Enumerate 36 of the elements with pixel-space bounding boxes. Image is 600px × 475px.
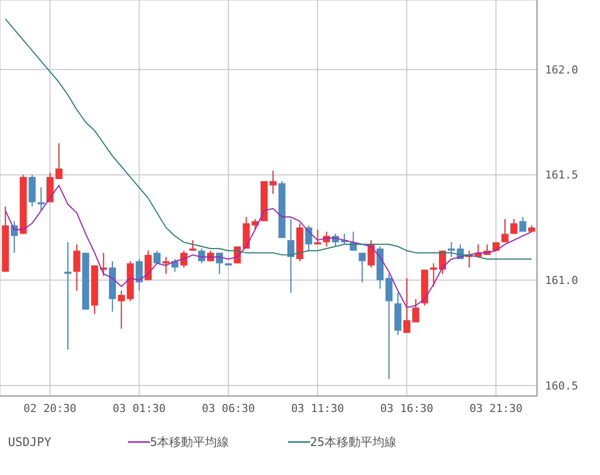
candlestick (38, 186, 45, 212)
candlestick (510, 218, 518, 234)
candlestick (501, 218, 508, 243)
y-tick-label: 161.0 (545, 274, 578, 288)
legend-label: 25本移動平均線 (310, 434, 396, 450)
candlestick (358, 252, 366, 283)
candlestick (314, 228, 322, 245)
candlestick (171, 258, 178, 272)
candlestick (154, 250, 161, 264)
y-tick-label: 160.5 (545, 379, 578, 392)
x-tick-label: 03 16:30 (380, 402, 434, 415)
candlestick (270, 170, 276, 194)
candlestick (430, 262, 438, 288)
candlestick (64, 242, 72, 350)
candlestick (519, 216, 526, 232)
candlestick (73, 244, 80, 292)
x-tick-label: 03 01:30 (112, 402, 166, 415)
candlestick (180, 250, 188, 268)
candlestick (162, 256, 170, 274)
x-tick-label: 03 21:30 (469, 402, 522, 415)
candlestick (118, 290, 125, 330)
candlestick (287, 218, 294, 294)
text: USDJPY (8, 435, 52, 449)
x-tick-label: 02 20:30 (23, 402, 76, 415)
x-tick-label: 03 06:30 (202, 402, 255, 415)
candlestick (252, 218, 259, 230)
y-tick-label: 162.0 (545, 63, 578, 76)
candlestick (305, 224, 312, 252)
candlestick (385, 273, 392, 380)
x-tick-label: 03 11:30 (291, 402, 344, 415)
candlestick (448, 242, 455, 258)
candlestick (55, 142, 62, 180)
legend-label: 5本移動平均線 (150, 434, 230, 450)
y-tick-label: 161.5 (545, 168, 578, 182)
candlestick (136, 258, 143, 292)
candlestick (368, 240, 375, 268)
